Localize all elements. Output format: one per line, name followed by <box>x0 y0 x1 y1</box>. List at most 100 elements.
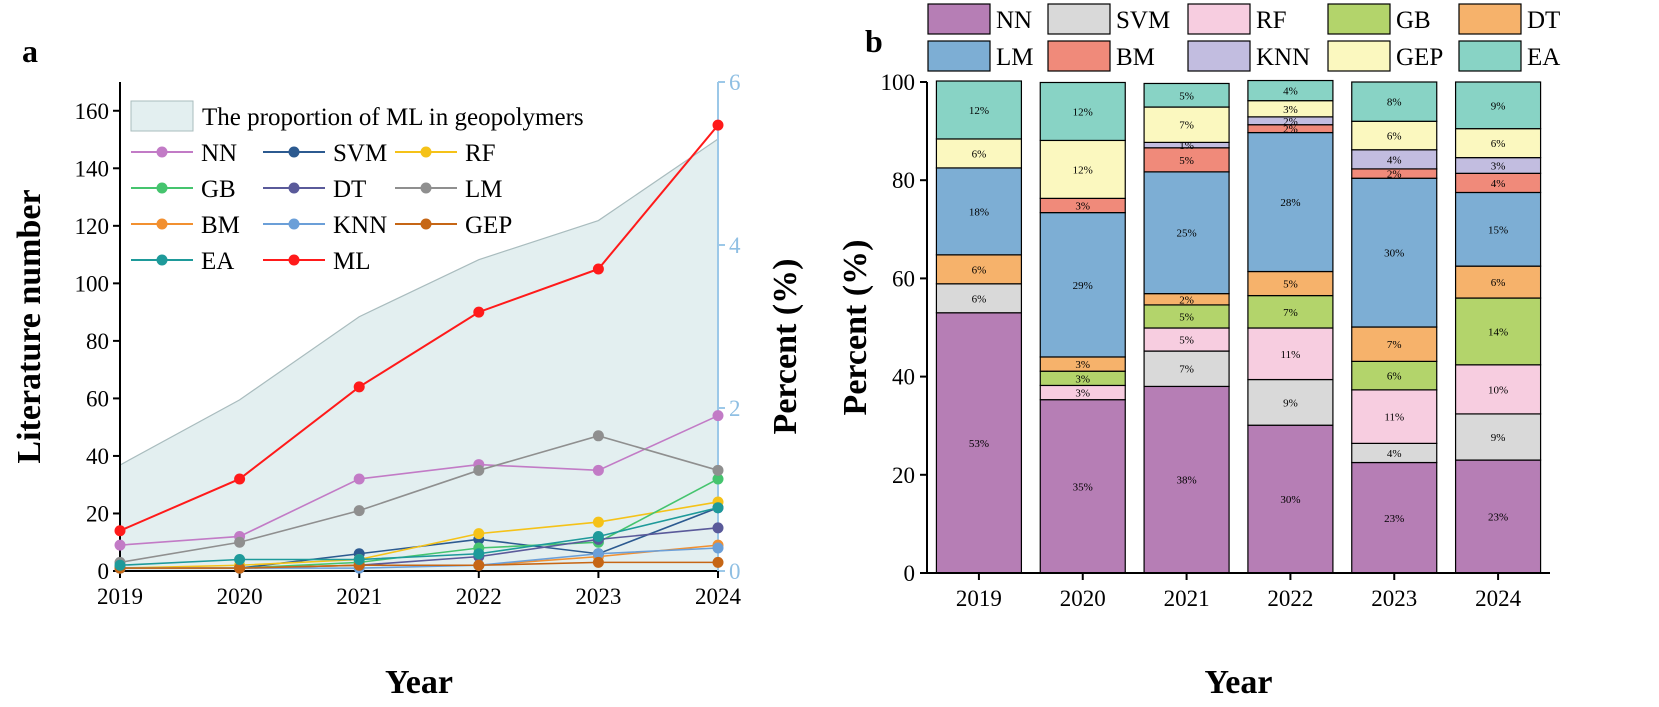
legend-label-dt: DT <box>1527 7 1560 34</box>
bar-segment-ea-2022 <box>1247 79 1334 102</box>
bar-segment-lm-2024 <box>1454 191 1542 267</box>
bar-segment-ea-2020 <box>1039 81 1126 142</box>
legend-label-rf: RF <box>1256 7 1287 34</box>
legend-label-ea: EA <box>201 248 234 275</box>
legend-marker-dt <box>288 182 300 194</box>
bar-segment-rf-2022 <box>1247 327 1334 381</box>
bar-label-knn-2022: 2% <box>1283 116 1298 128</box>
point-nn-2021 <box>353 473 365 485</box>
x-tick-label: 2024 <box>695 584 742 609</box>
x-axis-title: Year <box>385 664 453 701</box>
line-lm <box>119 434 719 564</box>
panel-a-line-chart: 0 20 40 60 80 100 120 140 160 0 2 4 6 2019 2020 2021 202… <box>11 70 804 701</box>
y-tick-label: 120 <box>75 214 110 239</box>
legend-swatch-gb <box>1327 3 1391 35</box>
point-lm-2020 <box>234 536 246 548</box>
line-nn <box>119 414 719 546</box>
y2-tick-label: 6 <box>729 70 741 95</box>
point-lm-2023 <box>592 430 604 442</box>
x-tick-label: 2021 <box>336 584 382 609</box>
bar-label-gb-2022: 7% <box>1283 307 1298 319</box>
bar-label-svm-2022: 9% <box>1283 397 1298 409</box>
legend-label-ea: EA <box>1527 44 1560 71</box>
bar-label-gb-2020: 3% <box>1075 373 1090 385</box>
bar-label-lm-2023: 30% <box>1384 248 1404 260</box>
bar-segment-bm-2021 <box>1143 147 1230 173</box>
point-lm-2021 <box>353 505 365 517</box>
x-tick-label: 2020 <box>217 584 263 609</box>
bar-segment-dt-2023 <box>1351 326 1438 362</box>
bar-label-lm-2021: 25% <box>1176 228 1196 240</box>
x-tick-label: 2019 <box>956 586 1002 611</box>
legend-swatch-lm <box>927 40 991 72</box>
point-ml-2022 <box>473 306 485 318</box>
y2-tick-label: 2 <box>729 396 741 421</box>
bar-label-bm-2024: 4% <box>1491 178 1506 190</box>
legend-label-bm: BM <box>201 212 240 239</box>
bar-label-nn-2021: 38% <box>1176 475 1196 487</box>
y-tick-label: 20 <box>892 463 915 488</box>
bar-segment-rf-2023 <box>1351 389 1438 444</box>
point-gep-2023 <box>592 556 604 568</box>
bar-segment-svm-2021 <box>1143 350 1230 388</box>
y-tick-label: 100 <box>881 70 916 95</box>
bar-segment-gep-2024 <box>1454 128 1542 159</box>
legend-swatch-gep <box>1327 40 1391 72</box>
bar-group-2019: 53% 6% 6% 18% 6% 12% <box>935 80 1023 574</box>
x-tick-label: 2021 <box>1164 586 1210 611</box>
bar-group-2022: 30%9%11%7%5%28%2%2%3%4% <box>1247 79 1334 574</box>
bar-label-gep-2024: 6% <box>1491 138 1506 150</box>
bar-label-rf-2020: 3% <box>1075 388 1090 400</box>
bar-label-nn-2022: 30% <box>1280 494 1300 506</box>
bar-segment-nn-2020 <box>1039 399 1126 574</box>
bar-group-2024: 23% 9% 10% 14% 6% 15% 4% 3% 6% 9% <box>1454 81 1542 574</box>
y-tick-label: 60 <box>892 266 915 291</box>
point-ml-2019 <box>114 525 126 537</box>
point-ml-2021 <box>353 381 365 393</box>
point-ml-2024 <box>712 119 724 131</box>
point-lm-2022 <box>473 464 485 476</box>
point-ea-2024 <box>712 502 724 514</box>
point-ml-2023 <box>592 263 604 275</box>
bar-group-2021: 38% 7% 5% 5% 2% 25% 5% 1% 7% 5% <box>1143 82 1230 574</box>
y2-tick-label: 0 <box>729 559 741 584</box>
legend-label-gb: GB <box>1396 7 1431 34</box>
y-tick-label: 160 <box>75 99 110 124</box>
point-knn-2024 <box>712 542 724 554</box>
point-ea-2023 <box>592 530 604 542</box>
bar-label-gep-2019: 6% <box>972 148 987 160</box>
legend-label-dt: DT <box>333 176 366 203</box>
y-tick-label: 60 <box>86 386 109 411</box>
y-tick-label: 80 <box>86 329 109 354</box>
bar-segment-lm-2022 <box>1247 131 1334 273</box>
legend-swatch-area <box>130 100 194 132</box>
panel-label-b: b <box>865 23 883 59</box>
bar-label-gep-2023: 6% <box>1387 131 1402 143</box>
legend-marker-gep <box>420 218 432 230</box>
legend-label-lm: LM <box>465 176 503 203</box>
legend-marker-lm <box>420 182 432 194</box>
bar-label-gep-2022: 3% <box>1283 104 1298 116</box>
y-tick-label: 140 <box>75 156 110 181</box>
series-ml <box>114 119 724 537</box>
bar-label-lm-2024: 15% <box>1488 224 1508 236</box>
point-nn-2019 <box>114 539 126 551</box>
point-dt-2024 <box>712 522 724 534</box>
bar-segment-lm-2020 <box>1039 212 1126 358</box>
bar-segment-gep-2020 <box>1039 139 1126 199</box>
point-gep-2022 <box>473 559 485 571</box>
bar-segment-dt-2019 <box>935 254 1023 285</box>
bar-label-knn-2021: 1% <box>1179 140 1194 152</box>
bar-label-dt-2023: 7% <box>1387 339 1402 351</box>
panel-b-stacked-bar-chart: 53% 6% 6% 18% 6% 12% 2019 35% 3% 3% 3% 29% 3% 12% 12% 2… <box>837 3 1560 701</box>
bar-label-rf-2023: 11% <box>1384 412 1404 424</box>
legend-marker-ea <box>156 254 168 266</box>
point-rf-2022 <box>473 528 485 540</box>
point-gep-2020 <box>234 562 246 574</box>
x-tick-label: 2023 <box>575 584 621 609</box>
point-rf-2023 <box>592 516 604 528</box>
line-ea <box>119 506 719 567</box>
legend-label-rf: RF <box>465 140 496 167</box>
bar-label-nn-2023: 23% <box>1384 513 1404 525</box>
y-tick-label: 0 <box>98 559 110 584</box>
